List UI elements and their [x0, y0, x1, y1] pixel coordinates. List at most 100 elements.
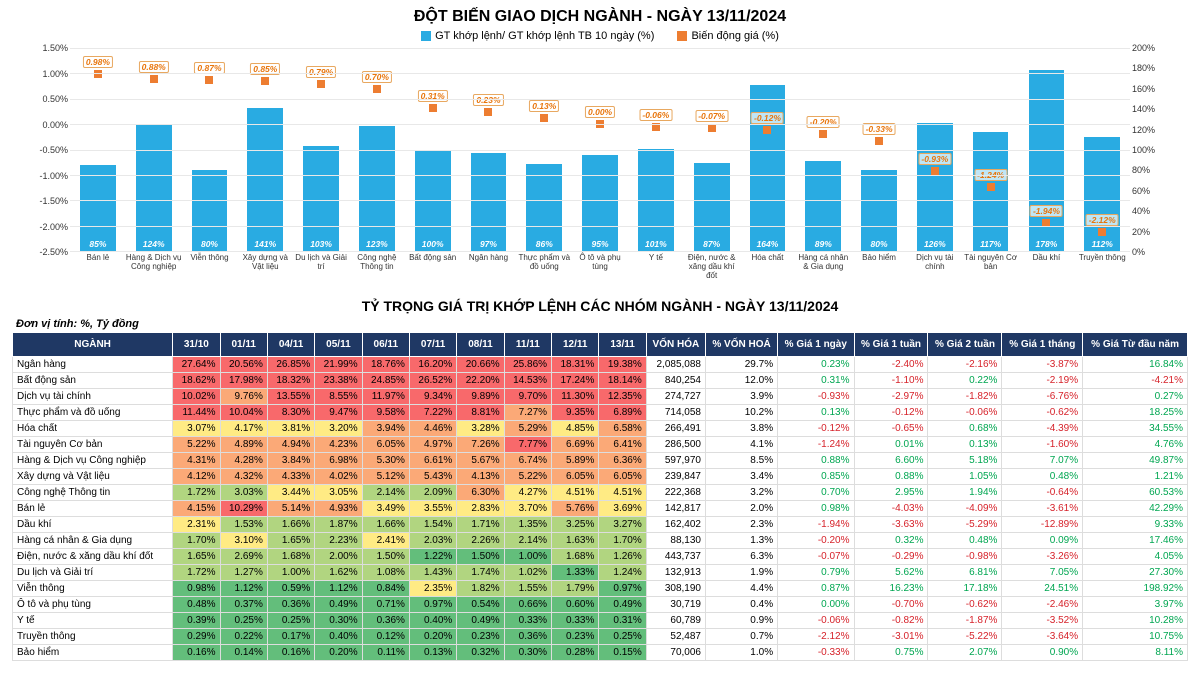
price-change-cell: -0.20%	[778, 533, 854, 549]
table-body: Ngân hàng27.64%20.56%26.85%21.99%18.76%1…	[13, 357, 1188, 661]
heat-cell: 11.30%	[552, 389, 599, 405]
price-change-cell: 4.76%	[1083, 437, 1188, 453]
table-row: Hàng & Dịch vụ Công nghiệp4.31%4.28%3.84…	[13, 453, 1188, 469]
heat-cell: 0.33%	[504, 613, 551, 629]
heat-cell: 26.85%	[267, 357, 314, 373]
price-change-cell: -5.29%	[928, 517, 1002, 533]
price-point	[317, 80, 325, 88]
heat-cell: 1.65%	[173, 549, 220, 565]
heat-cell: 3.49%	[362, 501, 409, 517]
heat-cell: 1.66%	[362, 517, 409, 533]
price-change-cell: 0.23%	[778, 357, 854, 373]
price-change-cell: -12.89%	[1002, 517, 1083, 533]
price-change-cell: 0.31%	[778, 373, 854, 389]
heat-cell: 11.97%	[362, 389, 409, 405]
x-category: Hóa chất	[740, 252, 796, 288]
heat-cell: 4.85%	[552, 421, 599, 437]
heat-cell: 6.98%	[315, 453, 362, 469]
heat-cell: 0.12%	[362, 629, 409, 645]
heat-cell: 2.26%	[457, 533, 504, 549]
col-header: 08/11	[457, 333, 504, 357]
heat-cell: 0.30%	[504, 645, 551, 661]
heat-cell: 6.30%	[457, 485, 504, 501]
bar: 141%	[247, 108, 283, 251]
heat-cell: 0.66%	[504, 597, 551, 613]
heat-cell: 9.89%	[457, 389, 504, 405]
price-change-cell: -1.24%	[778, 437, 854, 453]
heat-cell: 25.86%	[504, 357, 551, 373]
price-point	[373, 85, 381, 93]
heat-cell: 24.85%	[362, 373, 409, 389]
heat-cell: 0.98%	[173, 581, 220, 597]
heat-cell: 3.55%	[409, 501, 456, 517]
heat-cell: 1.26%	[599, 549, 646, 565]
bar: 95%	[582, 155, 618, 251]
col-header: 05/11	[315, 333, 362, 357]
price-change-cell: -4.39%	[1002, 421, 1083, 437]
marketcap-cell: 308,190	[646, 581, 705, 597]
heat-cell: 1.08%	[362, 565, 409, 581]
heat-cell: 10.02%	[173, 389, 220, 405]
bar-value-label: 80%	[192, 239, 228, 249]
col-header: 07/11	[409, 333, 456, 357]
heat-cell: 0.15%	[599, 645, 646, 661]
price-change-cell: -4.03%	[854, 501, 928, 517]
heat-cell: 0.36%	[504, 629, 551, 645]
price-change-cell: -3.63%	[854, 517, 928, 533]
pct-marketcap-cell: 4.4%	[705, 581, 777, 597]
heat-cell: 1.00%	[504, 549, 551, 565]
price-change-cell: -2.40%	[854, 357, 928, 373]
heat-cell: 12.35%	[599, 389, 646, 405]
heat-cell: 4.33%	[267, 469, 314, 485]
price-change-cell: 0.70%	[778, 485, 854, 501]
table-row: Bán lẻ4.15%10.29%5.14%4.93%3.49%3.55%2.8…	[13, 501, 1188, 517]
price-change-cell: -0.93%	[778, 389, 854, 405]
price-change-cell: 10.75%	[1083, 629, 1188, 645]
legend-swatch-point	[677, 31, 687, 41]
heat-cell: 1.72%	[173, 565, 220, 581]
price-change-cell: 60.53%	[1083, 485, 1188, 501]
heat-cell: 1.27%	[220, 565, 267, 581]
price-change-cell: -6.76%	[1002, 389, 1083, 405]
heat-cell: 3.81%	[267, 421, 314, 437]
price-change-cell: 198.92%	[1083, 581, 1188, 597]
marketcap-cell: 714,058	[646, 405, 705, 421]
table-row: Bất động sản18.62%17.98%18.32%23.38%24.8…	[13, 373, 1188, 389]
price-label: 0.98%	[83, 56, 113, 68]
price-change-cell: 17.46%	[1083, 533, 1188, 549]
price-change-cell: -1.87%	[928, 613, 1002, 629]
heat-cell: 1.70%	[173, 533, 220, 549]
heat-cell: 17.98%	[220, 373, 267, 389]
col-header: % Giá 2 tuần	[928, 333, 1002, 357]
row-name: Bảo hiểm	[13, 645, 173, 661]
heat-cell: 7.27%	[504, 405, 551, 421]
price-point	[261, 77, 269, 85]
table-row: Y tế0.39%0.25%0.25%0.30%0.36%0.40%0.49%0…	[13, 613, 1188, 629]
heat-cell: 5.76%	[552, 501, 599, 517]
heat-cell: 1.63%	[552, 533, 599, 549]
price-change-cell: 3.97%	[1083, 597, 1188, 613]
heat-cell: 2.41%	[362, 533, 409, 549]
col-header: 31/10	[173, 333, 220, 357]
heat-cell: 4.97%	[409, 437, 456, 453]
marketcap-cell: 274,727	[646, 389, 705, 405]
price-change-cell: -2.12%	[778, 629, 854, 645]
price-change-cell: 0.09%	[1002, 533, 1083, 549]
heat-cell: 18.31%	[552, 357, 599, 373]
heat-cell: 4.28%	[220, 453, 267, 469]
price-change-cell: 1.94%	[928, 485, 1002, 501]
heat-cell: 1.00%	[267, 565, 314, 581]
bar-value-label: 178%	[1029, 239, 1065, 249]
heat-cell: 2.83%	[457, 501, 504, 517]
price-change-cell: 7.05%	[1002, 565, 1083, 581]
heat-cell: 1.12%	[220, 581, 267, 597]
pct-marketcap-cell: 0.9%	[705, 613, 777, 629]
marketcap-cell: 443,737	[646, 549, 705, 565]
row-name: Ô tô và phụ tùng	[13, 597, 173, 613]
price-change-cell: -1.94%	[778, 517, 854, 533]
price-change-cell: -4.09%	[928, 501, 1002, 517]
price-change-cell: 0.85%	[778, 469, 854, 485]
row-name: Hàng cá nhân & Gia dụng	[13, 533, 173, 549]
heat-cell: 3.07%	[173, 421, 220, 437]
heat-cell: 2.03%	[409, 533, 456, 549]
